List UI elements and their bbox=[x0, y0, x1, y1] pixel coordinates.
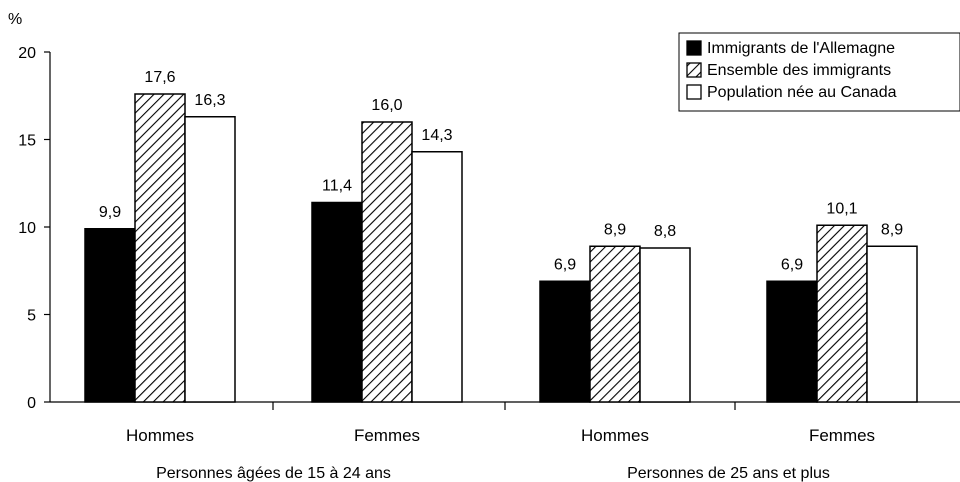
data-label-series-0-cat-0: 9,9 bbox=[99, 204, 121, 221]
legend-swatch-1 bbox=[686, 62, 702, 78]
y-tick-label: 10 bbox=[18, 220, 36, 237]
bar-series-1-cat-0 bbox=[134, 93, 186, 403]
data-label-series-1-cat-3: 10,1 bbox=[826, 200, 857, 217]
bar-series-1-cat-1 bbox=[361, 121, 413, 403]
legend-box bbox=[678, 32, 960, 112]
data-labels: 9,9 11,4 6,9 6,9 17,6 16,0 8,9 10,1 16,3 14,3 8,8 8… bbox=[99, 69, 903, 273]
bar-series-2-cat-2 bbox=[639, 247, 691, 403]
y-axis-unit: % bbox=[8, 11, 22, 28]
category-label: Hommes bbox=[126, 426, 194, 445]
category-label: Hommes bbox=[581, 426, 649, 445]
legend-swatch-0 bbox=[686, 40, 702, 56]
legend-label-0: Immigrants de l'Allemagne bbox=[707, 40, 895, 57]
legend-swatch-2 bbox=[686, 84, 702, 100]
bar-series-0-cat-3 bbox=[766, 280, 818, 403]
data-label-series-1-cat-1: 16,0 bbox=[371, 97, 402, 114]
category-label: Femmes bbox=[809, 426, 875, 445]
bars bbox=[84, 93, 918, 403]
data-label-series-0-cat-2: 6,9 bbox=[554, 256, 576, 273]
data-label-series-2-cat-2: 8,8 bbox=[654, 223, 676, 240]
legend-label-2: Population née au Canada bbox=[707, 84, 897, 101]
data-label-series-1-cat-2: 8,9 bbox=[604, 221, 626, 238]
y-tick-label: 5 bbox=[27, 308, 36, 325]
group-label: Personnes âgées de 15 à 24 ans bbox=[156, 465, 391, 482]
y-tick-label: 0 bbox=[27, 395, 36, 412]
y-tick-label: 15 bbox=[18, 133, 36, 150]
category-label: Femmes bbox=[354, 426, 420, 445]
data-label-series-0-cat-1: 11,4 bbox=[322, 178, 352, 195]
legend: Immigrants de l'Allemagne Ensemble des im… bbox=[678, 32, 960, 112]
bar-series-1-cat-2 bbox=[589, 245, 641, 403]
data-label-series-2-cat-0: 16,3 bbox=[194, 92, 225, 109]
data-label-series-2-cat-1: 14,3 bbox=[421, 127, 452, 144]
y-tick-label: 20 bbox=[18, 45, 36, 62]
bar-series-2-cat-0 bbox=[184, 116, 236, 403]
legend-label-1: Ensemble des immigrants bbox=[707, 62, 891, 79]
bar-series-0-cat-2 bbox=[539, 280, 591, 403]
axes: 0 5 10 15 20 Hommes Femmes Hommes Femmes Personne… bbox=[18, 45, 960, 482]
group-label: Personnes de 25 ans et plus bbox=[627, 465, 830, 482]
bar-series-2-cat-1 bbox=[411, 151, 463, 403]
data-label-series-0-cat-3: 6,9 bbox=[781, 256, 803, 273]
bar-series-0-cat-0 bbox=[84, 228, 136, 403]
bar-series-2-cat-3 bbox=[866, 245, 918, 403]
bar-series-0-cat-1 bbox=[311, 201, 363, 403]
bar-series-1-cat-3 bbox=[816, 224, 868, 403]
data-label-series-2-cat-3: 8,9 bbox=[881, 221, 903, 238]
data-label-series-1-cat-0: 17,6 bbox=[144, 69, 175, 86]
